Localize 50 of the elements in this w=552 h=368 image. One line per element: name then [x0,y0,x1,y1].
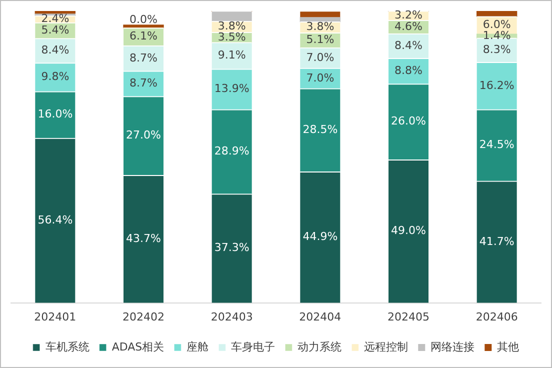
x-tick-label: 202405 [388,310,430,324]
legend-label: 网络连接 [430,340,475,354]
data-label: 6.1% [130,30,158,43]
data-label: 8.8% [394,64,422,77]
x-tick-label: 202406 [476,310,518,324]
data-label: 3.8% [218,20,246,33]
legend-label: 其他 [497,340,520,354]
legend-label: 座舱 [186,340,209,354]
data-label: 16.0% [38,108,73,121]
data-label: 4.6% [394,20,422,33]
data-label: 43.7% [126,232,161,245]
legend-label: ADAS相关 [112,340,164,354]
data-label: 56.4% [38,213,73,226]
data-label: 49.0% [391,224,426,238]
data-label: 8.7% [130,76,158,90]
data-label: 3.8% [306,20,334,34]
data-label: 28.9% [214,144,250,158]
data-label: 7.0% [306,71,334,84]
x-tick-label: 202404 [299,310,342,324]
data-label: 3.5% [218,30,246,44]
x-tick-label: 202402 [122,310,164,324]
data-label: 8.3% [482,43,511,56]
data-label: 8.4% [41,44,70,57]
data-label: 7.0% [306,50,334,64]
data-label: 16.2% [479,78,514,92]
data-label: 28.5% [302,123,338,136]
data-label: 1.4% [482,28,511,42]
data-label: 8.4% [394,38,422,52]
data-label: 6.0% [482,18,511,32]
data-label: 8.7% [130,51,158,64]
data-label: 44.9% [302,230,338,244]
data-label: 37.3% [214,241,250,254]
data-label: 41.7% [479,234,514,248]
x-tick-label: 202401 [34,310,76,324]
legend-label: 远程控制 [364,340,408,354]
legend-label: 车机系统 [45,340,90,354]
legend-label: 动力系统 [298,340,342,354]
data-label: 24.5% [479,138,514,152]
data-label: 5.1% [306,33,334,46]
data-label: 9.1% [218,48,246,62]
data-label: 26.0% [391,114,426,128]
data-label: 0.0% [130,12,158,26]
data-label: 27.0% [126,128,161,142]
x-tick-label: 202403 [210,310,253,324]
data-label: 2.4% [41,12,70,26]
data-label: 9.8% [41,70,70,84]
data-label: 3.2% [394,8,422,22]
data-label: 5.4% [41,23,70,36]
data-label: 13.9% [214,82,250,96]
legend-label: 车身电子 [231,340,276,354]
